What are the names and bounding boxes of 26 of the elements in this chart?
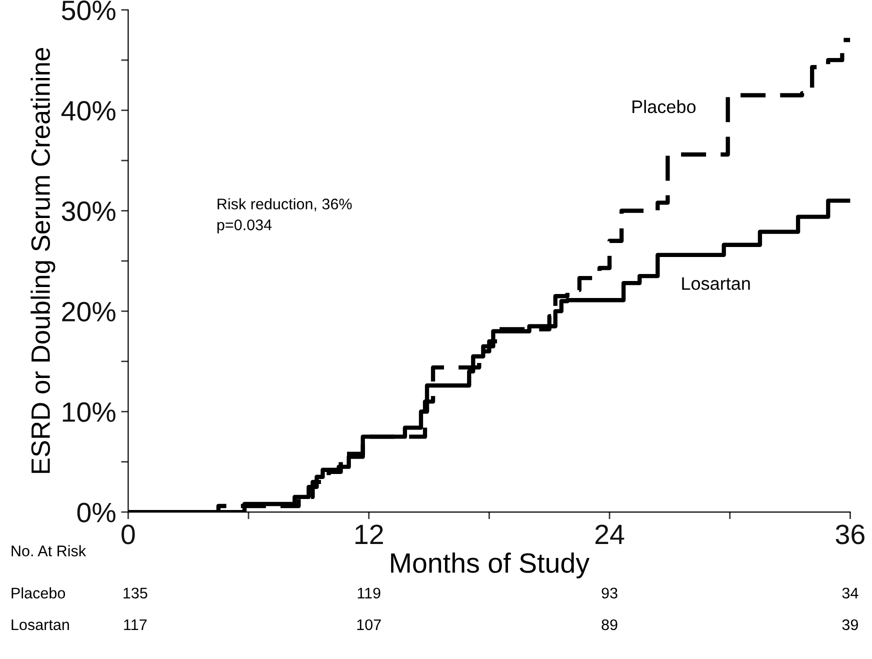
- text: 93: [602, 588, 618, 599]
- y-tick-label: 0%: [77, 502, 116, 522]
- y-tick-label: 10%: [62, 402, 116, 422]
- series-label: Losartan: [682, 277, 750, 290]
- text: 117: [124, 619, 147, 630]
- text: Placebo: [12, 587, 66, 599]
- text: 135: [124, 588, 148, 599]
- x-tick-label: 12: [356, 524, 383, 544]
- series-label: Placebo: [632, 100, 696, 114]
- y-tick-label: 30%: [62, 201, 116, 222]
- text: 39: [842, 619, 858, 630]
- text: Losartan: [12, 619, 69, 630]
- y-tick-label: 20%: [62, 302, 116, 322]
- text: 119: [358, 588, 380, 599]
- text: No. At Risk: [12, 545, 86, 556]
- text: 89: [602, 619, 618, 630]
- text: 107: [357, 619, 381, 630]
- y-axis-title: ESRD or Doubling Serum Creatinine: [30, 48, 56, 473]
- annotation: Risk reduction, 36% p=0.034: [217, 198, 352, 234]
- x-axis-title: Months of Study: [391, 552, 590, 578]
- x-tick-label: 24: [595, 524, 624, 544]
- y-tick-label: 50%: [62, 0, 116, 20]
- x-tick-label: 0: [122, 524, 135, 544]
- y-tick-label: 40%: [61, 100, 116, 121]
- x-tick-label: 36: [836, 524, 864, 544]
- text: 34: [842, 588, 858, 599]
